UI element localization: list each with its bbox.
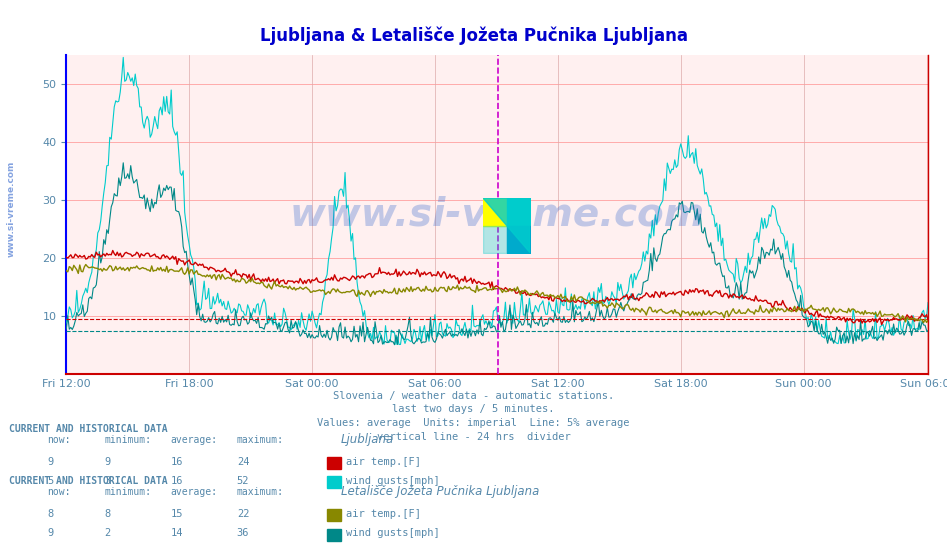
Text: now:: now: bbox=[47, 434, 71, 445]
Text: vertical line - 24 hrs  divider: vertical line - 24 hrs divider bbox=[377, 432, 570, 442]
Text: 9: 9 bbox=[47, 528, 54, 538]
Text: Values: average  Units: imperial  Line: 5% average: Values: average Units: imperial Line: 5%… bbox=[317, 418, 630, 428]
Text: air temp.[F]: air temp.[F] bbox=[346, 456, 420, 467]
Text: average:: average: bbox=[170, 487, 218, 497]
Text: 3: 3 bbox=[104, 476, 111, 486]
Text: 9: 9 bbox=[104, 456, 111, 467]
Text: Slovenia / weather data - automatic stations.: Slovenia / weather data - automatic stat… bbox=[333, 390, 614, 400]
Text: 16: 16 bbox=[170, 456, 183, 467]
Text: 14: 14 bbox=[170, 528, 183, 538]
Text: average:: average: bbox=[170, 434, 218, 445]
Text: CURRENT AND HISTORICAL DATA: CURRENT AND HISTORICAL DATA bbox=[9, 476, 169, 486]
Text: last two days / 5 minutes.: last two days / 5 minutes. bbox=[392, 404, 555, 414]
Text: wind gusts[mph]: wind gusts[mph] bbox=[346, 528, 439, 538]
Text: 22: 22 bbox=[237, 509, 249, 519]
Text: 36: 36 bbox=[237, 528, 249, 538]
Text: Ljubljana: Ljubljana bbox=[341, 433, 394, 446]
Text: Letališče Jožeta Pučnika Ljubljana: Letališče Jožeta Pučnika Ljubljana bbox=[341, 485, 539, 498]
Text: minimum:: minimum: bbox=[104, 434, 152, 445]
Text: CURRENT AND HISTORICAL DATA: CURRENT AND HISTORICAL DATA bbox=[9, 424, 169, 434]
Text: maximum:: maximum: bbox=[237, 487, 284, 497]
Text: www.si-vreme.com: www.si-vreme.com bbox=[290, 195, 705, 234]
Text: 16: 16 bbox=[170, 476, 183, 486]
Text: Ljubljana & Letališče Jožeta Pučnika Ljubljana: Ljubljana & Letališče Jožeta Pučnika Lju… bbox=[259, 26, 688, 45]
Text: 8: 8 bbox=[47, 509, 54, 519]
Text: 52: 52 bbox=[237, 476, 249, 486]
Text: 9: 9 bbox=[47, 456, 54, 467]
Text: air temp.[F]: air temp.[F] bbox=[346, 509, 420, 519]
Text: now:: now: bbox=[47, 487, 71, 497]
Text: 24: 24 bbox=[237, 456, 249, 467]
Text: 15: 15 bbox=[170, 509, 183, 519]
Text: minimum:: minimum: bbox=[104, 487, 152, 497]
Text: www.si-vreme.com: www.si-vreme.com bbox=[7, 161, 16, 257]
Text: maximum:: maximum: bbox=[237, 434, 284, 445]
Text: 8: 8 bbox=[104, 509, 111, 519]
Text: 5: 5 bbox=[47, 476, 54, 486]
Polygon shape bbox=[483, 198, 530, 253]
Text: wind gusts[mph]: wind gusts[mph] bbox=[346, 476, 439, 486]
Text: 2: 2 bbox=[104, 528, 111, 538]
